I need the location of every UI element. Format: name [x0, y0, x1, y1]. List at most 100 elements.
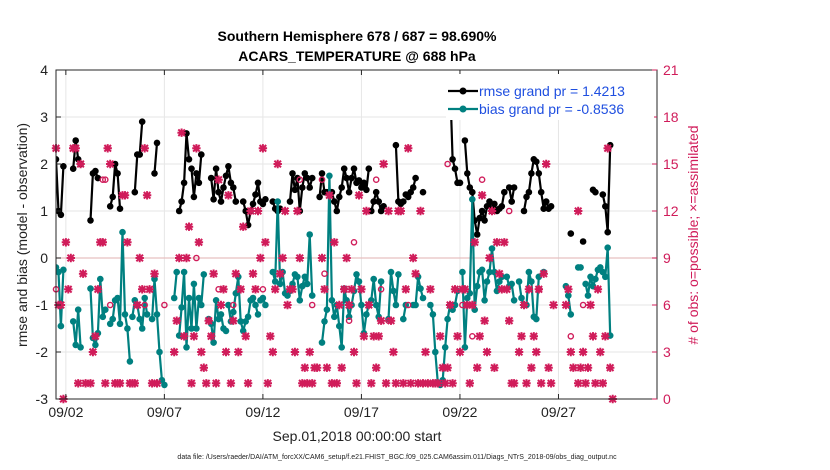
y2-tick-label: 9 — [663, 250, 671, 266]
bias-point — [469, 196, 476, 203]
bias-point — [459, 268, 466, 276]
obs-assimilated-point — [367, 379, 376, 388]
obs-assimilated-point — [207, 332, 216, 341]
obs-assimilated-point — [391, 379, 401, 388]
bias-point — [222, 327, 230, 335]
obs-assimilated-point — [384, 206, 393, 216]
bias-point — [412, 301, 419, 309]
rmse-point — [188, 165, 195, 172]
rmse-point — [510, 184, 518, 191]
y2-tick-label: 15 — [663, 156, 679, 172]
obs-assimilated-point — [586, 300, 595, 310]
bias-point — [116, 320, 124, 328]
obs-assimilated-point — [532, 347, 541, 357]
obs-assimilated-point — [241, 332, 250, 341]
obs-possible-point — [102, 176, 109, 183]
rmse-point — [56, 156, 60, 163]
rmse-point — [299, 184, 306, 191]
obs-assimilated-point — [509, 379, 519, 388]
bias-point — [114, 294, 121, 302]
obs-assimilated-point — [606, 363, 615, 372]
bias-point — [301, 273, 309, 281]
obs-assimilated-point — [354, 191, 364, 200]
rmse-point — [501, 188, 508, 196]
obs-assimilated-point — [179, 332, 189, 341]
obs-assimilated-point — [175, 253, 184, 263]
bias-point — [60, 266, 67, 274]
rmse-point — [180, 179, 188, 187]
rmse-point — [252, 191, 259, 198]
obs-assimilated-point — [542, 159, 551, 169]
obs-assimilated-point — [352, 379, 361, 388]
obs-assimilated-point — [482, 347, 492, 357]
y-tick-label: -3 — [36, 391, 49, 407]
rmse-point — [602, 203, 609, 210]
obs-assimilated-point — [441, 379, 450, 388]
rmse-point — [409, 184, 417, 191]
rmse-point — [207, 174, 215, 182]
rmse-point — [87, 217, 94, 224]
obs-assimilated-point — [537, 379, 546, 388]
obs-assimilated-point — [379, 159, 388, 169]
bias-point — [565, 292, 572, 299]
obs-possible-point — [444, 160, 451, 168]
obs-assimilated-point — [433, 379, 442, 388]
obs-assimilated-point — [248, 269, 258, 278]
rmse-point — [461, 137, 469, 144]
rmse-point — [451, 165, 459, 172]
rmse-point — [355, 177, 363, 184]
rmse-point — [520, 207, 528, 215]
obs-assimilated-point — [426, 285, 435, 294]
obs-assimilated-point — [251, 285, 260, 294]
obs-assimilated-point — [187, 379, 196, 388]
obs-assimilated-point — [534, 285, 543, 294]
rmse-point — [533, 158, 540, 165]
obs-assimilated-point — [147, 379, 157, 388]
rmse-point — [57, 211, 65, 219]
bias-point — [198, 301, 205, 309]
bias-point — [508, 280, 515, 288]
obs-assimilated-point — [546, 379, 556, 388]
obs-assimilated-point — [576, 363, 585, 372]
bias-point — [377, 278, 385, 285]
rmse-point — [333, 207, 341, 215]
rmse-point — [486, 198, 493, 205]
rmse-point — [230, 184, 237, 191]
obs-possible-point — [161, 301, 168, 309]
obs-assimilated-point — [197, 347, 206, 357]
obs-assimilated-point — [574, 206, 583, 216]
bias-point — [269, 268, 277, 276]
x-tick-label: 09/22 — [442, 404, 477, 420]
rmse-point — [400, 198, 407, 205]
rmse-point — [368, 207, 375, 215]
rmse-point — [419, 188, 427, 196]
obs-assimilated-point — [423, 379, 433, 388]
bias-point — [592, 275, 599, 283]
rmse-point — [308, 174, 316, 182]
rmse-point — [131, 188, 139, 196]
y-axis-label: rmse and bias (model - observation) — [14, 123, 30, 347]
obs-assimilated-point — [549, 300, 558, 310]
bias-point — [604, 244, 611, 251]
obs-assimilated-point — [253, 206, 263, 216]
series-obs-possible — [52, 160, 587, 340]
rmse-point — [464, 170, 471, 177]
obs-assimilated-point — [172, 316, 181, 325]
bias-point — [259, 294, 267, 302]
obs-assimilated-point — [78, 269, 88, 278]
bias-point — [254, 311, 262, 318]
obs-assimilated-point — [216, 300, 226, 310]
obs-assimilated-point — [372, 363, 381, 372]
obs-assimilated-point — [381, 379, 391, 388]
rmse-point — [592, 188, 599, 196]
rmse-point — [72, 137, 79, 144]
rmse-point — [190, 193, 198, 201]
obs-assimilated-point — [581, 379, 590, 388]
bias-point — [355, 278, 363, 285]
rmse-point — [540, 205, 547, 212]
bias-point — [328, 297, 336, 304]
obs-assimilated-point — [278, 253, 287, 263]
obs-assimilated-point — [332, 379, 341, 388]
y-tick-label: -1 — [36, 297, 49, 313]
bias-point — [510, 297, 518, 304]
